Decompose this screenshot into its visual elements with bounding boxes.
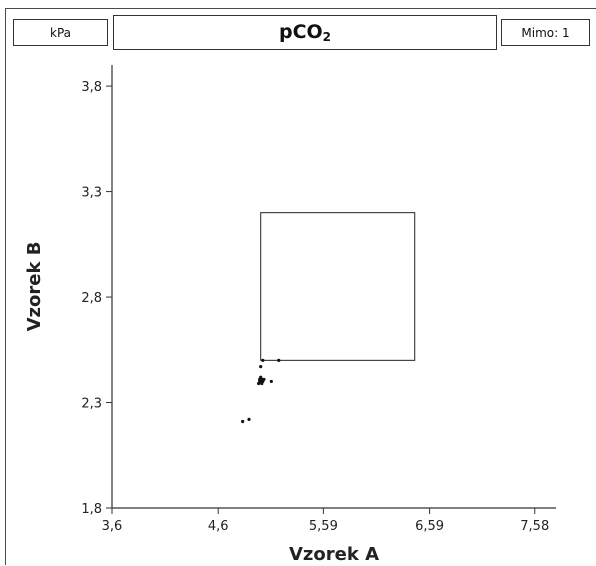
y-tick-label: 1,8 xyxy=(81,502,102,517)
chart-title: pCO2 xyxy=(279,21,331,44)
x-tick-label: 3,6 xyxy=(102,519,123,534)
data-point xyxy=(277,358,281,362)
axes xyxy=(111,65,556,509)
data-point xyxy=(259,365,263,369)
y-ticks: 1,8 2,3 2,8 3,3 3,8 xyxy=(81,80,112,517)
chart-title-main: pCO xyxy=(278,21,323,43)
chart-title-subscript: 2 xyxy=(322,30,332,44)
data-points xyxy=(241,358,281,424)
data-point xyxy=(247,417,251,421)
y-tick-label: 2,8 xyxy=(81,291,102,306)
x-tick-label: 7,58 xyxy=(520,519,549,534)
y-tick-label: 3,8 xyxy=(81,80,102,95)
y-axis-label: Vzorek B xyxy=(24,242,45,332)
target-range-box xyxy=(260,212,416,361)
unit-label: kPa xyxy=(50,25,71,40)
x-tick-label: 5,59 xyxy=(309,519,338,534)
chart-frame xyxy=(5,8,596,565)
y-tick-label: 3,3 xyxy=(81,186,102,201)
x-tick-label: 6,59 xyxy=(415,519,444,534)
x-axis-label: Vzorek A xyxy=(289,544,379,565)
data-point xyxy=(259,375,263,379)
x-ticks: 3,6 4,6 5,59 6,59 7,58 xyxy=(102,508,549,534)
unit-label-box: kPa xyxy=(13,19,108,46)
outside-count-label: Mimo: 1 xyxy=(521,25,570,40)
data-point xyxy=(261,358,265,362)
data-point xyxy=(241,419,245,424)
chart-title-box: pCO2 xyxy=(113,15,497,50)
x-tick-label: 4,6 xyxy=(208,519,229,534)
data-point xyxy=(262,377,266,381)
y-tick-label: 2,3 xyxy=(81,397,102,412)
data-point xyxy=(269,379,273,384)
outside-count-box: Mimo: 1 xyxy=(501,19,590,46)
